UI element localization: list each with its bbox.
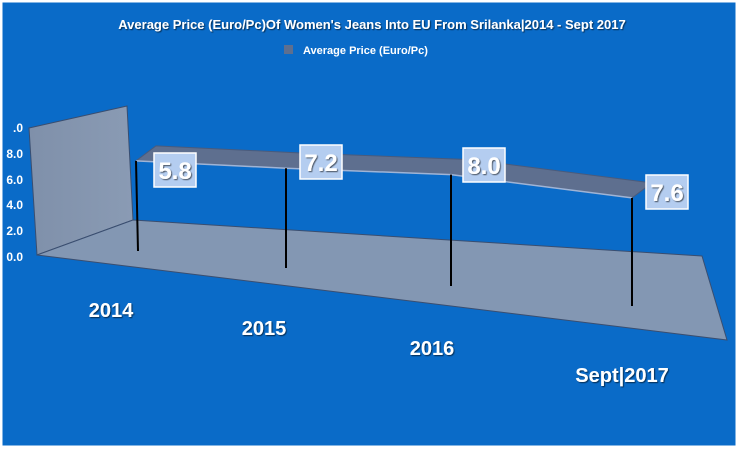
data-label-box: [645, 174, 689, 210]
x-tick-label: 2014: [89, 300, 134, 322]
chart-title: Average Price (Euro/Pc)Of Women's Jeans …: [118, 17, 625, 32]
x-axis-labels: 2014 2015 2016 Sept|2017: [89, 300, 669, 387]
data-label: 7.6: [650, 180, 683, 207]
data-labels: 5.8 7.2 8.0 7.6: [153, 144, 689, 210]
x-tick-label: 2015: [242, 318, 287, 340]
data-label-box: [153, 152, 197, 188]
data-label: 7.2: [304, 150, 337, 177]
chart-floor: [36, 219, 728, 341]
data-label: 8.0: [467, 153, 500, 180]
y-tick-label: 4.0: [6, 198, 23, 212]
series-line: [135, 160, 633, 199]
data-label-box: [299, 144, 343, 180]
y-tick-label: 6.0: [6, 173, 23, 187]
x-tick-label: Sept|2017: [575, 365, 668, 387]
y-tick-label: 2.0: [6, 224, 23, 238]
legend-swatch: [284, 45, 293, 54]
data-label-box: [462, 147, 506, 183]
y-tick-label: .0: [13, 121, 23, 135]
x-tick-label: 2016: [410, 338, 455, 360]
drop-line: [135, 160, 139, 252]
y-tick-label: 0.0: [6, 250, 23, 264]
y-axis-ticks: .0 8.0 6.0 4.0 2.0 0.0: [6, 121, 23, 264]
legend-label: Average Price (Euro/Pc): [303, 45, 428, 57]
y-tick-label: 8.0: [6, 147, 23, 161]
drop-lines: [135, 160, 633, 306]
data-label: 5.8: [158, 158, 191, 185]
